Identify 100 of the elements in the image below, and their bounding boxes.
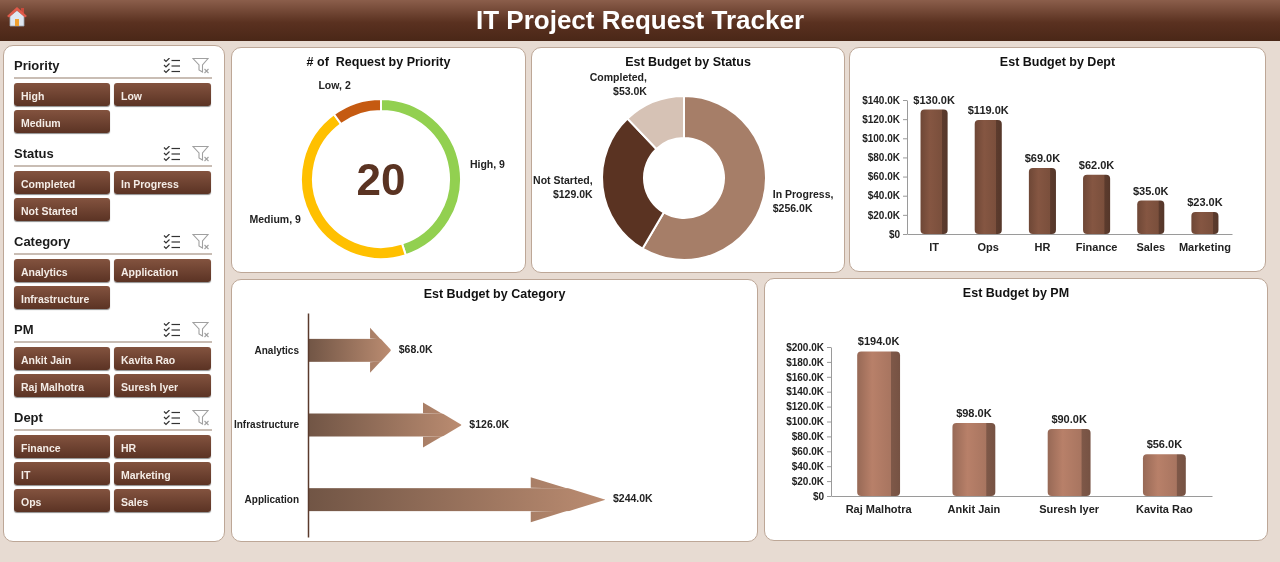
category-label: Infrastructure — [21, 293, 90, 305]
category-label: Marketing — [121, 469, 171, 481]
data-label: $68.0K — [398, 343, 434, 356]
y-tick-label: $120.0K — [862, 113, 901, 125]
text: Status — [14, 145, 54, 163]
chart-title: Est Budget by PM — [962, 286, 1070, 300]
data-label: Completed, $53.0K — [589, 70, 648, 97]
y-tick-label: $40.0K — [867, 190, 901, 202]
bar — [857, 351, 901, 496]
text: Category — [14, 233, 71, 251]
slicer-button[interactable]: High — [14, 83, 110, 106]
slicer-button[interactable]: Ankit Jain — [14, 347, 110, 370]
y-tick-label: $20.0K — [791, 475, 825, 487]
data-label: $23.0K — [1187, 195, 1223, 208]
data-label: $130.0K — [913, 93, 955, 106]
x-tick-label: Marketing — [1178, 240, 1231, 253]
y-tick-label: $200.0K — [786, 341, 825, 353]
slicer-button[interactable]: IT — [14, 462, 110, 485]
data-label: In Progress, $256.0K — [772, 187, 834, 214]
x-tick-label: Sales — [1136, 240, 1166, 253]
category-label: HR — [121, 442, 137, 454]
y-tick-label: Infrastructure — [233, 419, 300, 431]
x-tick-label: Suresh Iyer — [1039, 502, 1100, 515]
text: IT Project Request Tracker — [475, 5, 805, 35]
text: Priority — [14, 57, 60, 75]
data-label: Medium, 9 — [249, 212, 301, 225]
slicer-button[interactable]: Analytics — [14, 259, 110, 282]
slicer-button[interactable]: Infrastructure — [14, 286, 110, 309]
category-label: In Progress — [121, 178, 179, 190]
slicer-button[interactable]: Marketing — [114, 462, 211, 485]
slicer-button[interactable]: Low — [114, 83, 211, 106]
chart-title: Est Budget by Status — [625, 55, 751, 69]
chart-title: Est Budget by Category — [423, 287, 566, 301]
slicer-button[interactable]: Sales — [114, 489, 211, 512]
slicer-button[interactable]: Raj Malhotra — [14, 374, 110, 397]
x-tick-label: Ankit Jain — [947, 502, 1001, 515]
data-label: Low, 2 — [318, 78, 351, 91]
slicer-button[interactable]: Kavita Rao — [114, 347, 211, 370]
category-label: Raj Malhotra — [21, 381, 85, 393]
category-label: Application — [121, 266, 179, 278]
y-tick-label: $100.0K — [786, 416, 825, 428]
y-tick-label: $0 — [812, 490, 825, 502]
data-label: $244.0K — [613, 492, 654, 505]
category-label: Suresh Iyer — [121, 381, 179, 393]
y-tick-label: $40.0K — [791, 460, 825, 472]
data-label: $126.0K — [469, 417, 510, 430]
category-label: IT — [21, 469, 31, 481]
bar — [952, 422, 996, 496]
slicer-button[interactable]: Completed — [14, 171, 110, 194]
text: 20 — [356, 154, 406, 204]
slicer-button[interactable]: Medium — [14, 110, 110, 133]
text: Dept — [14, 409, 43, 427]
bar — [1083, 174, 1111, 234]
bar — [920, 109, 948, 234]
y-tick-label: $140.0K — [786, 386, 825, 398]
x-tick-label: HR — [1034, 240, 1051, 253]
y-tick-label: $120.0K — [786, 401, 825, 413]
data-label: $98.0K — [956, 406, 992, 419]
slicer-button[interactable]: Ops — [14, 489, 110, 512]
y-tick-label: $80.0K — [867, 152, 901, 164]
bar — [1137, 200, 1165, 234]
category-label: High — [21, 90, 45, 102]
y-tick-label: $60.0K — [791, 446, 825, 457]
data-label: $90.0K — [1051, 412, 1087, 425]
slicer-button[interactable]: HR — [114, 435, 211, 458]
x-tick-label: Finance — [1075, 240, 1118, 253]
x-tick-label: Ops — [977, 240, 999, 253]
data-label: Not Started, $129.0K — [533, 174, 594, 201]
y-tick-label: $180.0K — [786, 356, 825, 368]
y-tick-label: $0 — [888, 228, 901, 240]
chart-title: # of Request by Priority — [306, 55, 451, 69]
data-label: $69.0K — [1024, 151, 1061, 164]
y-tick-label: $140.0K — [862, 94, 901, 106]
category-label: Not Started — [21, 205, 78, 217]
data-label: $119.0K — [967, 104, 1009, 117]
y-tick-label: $60.0K — [867, 171, 901, 183]
slicer-button[interactable]: Not Started — [14, 198, 110, 221]
category-label: Finance — [21, 442, 61, 454]
data-label: $35.0K — [1133, 184, 1169, 197]
y-tick-label: Application — [244, 493, 299, 505]
bar — [1028, 167, 1056, 234]
chart-title: Est Budget by Dept — [999, 55, 1116, 69]
y-tick-label: $100.0K — [862, 132, 901, 144]
data-label: $56.0K — [1146, 438, 1183, 451]
data-label: $62.0K — [1078, 158, 1115, 171]
category-label: Analytics — [21, 266, 68, 278]
text: PM — [14, 321, 34, 339]
category-label: Low — [121, 90, 142, 102]
slicer-button[interactable]: Application — [114, 259, 211, 282]
category-label: Completed — [21, 178, 76, 190]
data-label: $194.0K — [857, 335, 900, 348]
bar — [1142, 454, 1186, 496]
slicer-button[interactable]: In Progress — [114, 171, 211, 194]
category-label: Ankit Jain — [21, 354, 72, 366]
slicer-button[interactable]: Suresh Iyer — [114, 374, 211, 397]
x-tick-label: Raj Malhotra — [845, 502, 913, 515]
data-label: High, 9 — [469, 157, 506, 170]
y-tick-label: $80.0K — [791, 431, 825, 443]
x-tick-label: Kavita Rao — [1135, 502, 1194, 515]
slicer-button[interactable]: Finance — [14, 435, 110, 458]
